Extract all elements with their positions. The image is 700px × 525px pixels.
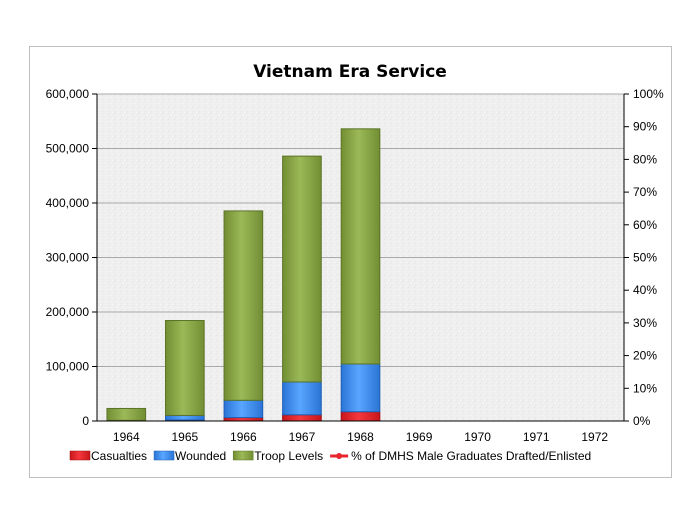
y-left-tick-label: 400,000 bbox=[46, 196, 90, 210]
x-tick-label: 1966 bbox=[230, 430, 257, 444]
y-right-tick-label: 40% bbox=[633, 283, 657, 297]
bar-casualties bbox=[282, 414, 322, 422]
bar-wounded bbox=[340, 363, 381, 413]
y-left-tick-label: 0 bbox=[82, 414, 89, 428]
y-right-tick-label: 70% bbox=[633, 185, 657, 199]
y-left-ticks: 0 100,000 200,000 300,000 400,000 500,000 600,… bbox=[46, 87, 90, 428]
legend-swatch bbox=[232, 450, 254, 461]
legend-label: % of DMHS Male Graduates Drafted/Enliste… bbox=[351, 449, 591, 463]
y-left-tick-label: 500,000 bbox=[46, 142, 90, 156]
legend-swatch bbox=[153, 450, 175, 461]
bar-troop-levels bbox=[340, 128, 381, 365]
bar-wounded bbox=[282, 381, 322, 416]
bar-troop-levels bbox=[223, 210, 264, 401]
legend-label: Casualties bbox=[91, 449, 147, 463]
chart-title: Vietnam Era Service bbox=[253, 62, 447, 82]
y-right-tick-label: 0% bbox=[633, 414, 651, 428]
y-right-tick-label: 20% bbox=[633, 349, 657, 363]
y-right-tick-label: 60% bbox=[633, 218, 657, 232]
y-right-tick-label: 80% bbox=[633, 152, 657, 166]
x-tick-label: 1970 bbox=[464, 430, 491, 444]
x-tick-label: 1967 bbox=[289, 430, 316, 444]
axes bbox=[92, 93, 629, 422]
legend-swatch bbox=[69, 450, 91, 461]
bar-wounded bbox=[223, 399, 264, 419]
y-right-ticks: 0% 10% 20% 30% 40% 50% 60% 70% 80% 90% 100% bbox=[633, 87, 664, 428]
bar-casualties bbox=[340, 411, 381, 422]
y-left-tick-label: 600,000 bbox=[46, 87, 90, 101]
chart-frame: Vietnam Era Service 0 100,000 200,000 300,0… bbox=[29, 46, 672, 478]
bar-casualties bbox=[223, 417, 264, 422]
x-ticks: 1964 1965 1966 1967 1968 1969 1970 1971 1972 bbox=[113, 430, 608, 444]
y-right-tick-label: 10% bbox=[633, 381, 657, 395]
bar-troop-levels bbox=[106, 407, 147, 421]
legend-label: Wounded bbox=[175, 449, 226, 463]
bar-wounded bbox=[165, 414, 205, 421]
x-tick-label: 1969 bbox=[406, 430, 433, 444]
y-right-tick-label: 30% bbox=[633, 316, 657, 330]
y-left-tick-label: 200,000 bbox=[46, 305, 90, 319]
legend: Casualties Wounded Troop Levels % of DMHS M… bbox=[69, 449, 591, 463]
y-right-tick-label: 100% bbox=[633, 87, 664, 101]
chart: Vietnam Era Service 0 100,000 200,000 300,0… bbox=[46, 62, 664, 463]
y-left-tick-label: 100,000 bbox=[46, 360, 90, 374]
y-left-tick-label: 300,000 bbox=[46, 251, 90, 265]
legend-swatch-marker bbox=[336, 453, 343, 459]
x-tick-label: 1965 bbox=[171, 430, 198, 444]
y-right-tick-label: 50% bbox=[633, 251, 657, 265]
legend-label: Troop Levels bbox=[254, 449, 323, 463]
x-tick-label: 1964 bbox=[113, 430, 140, 444]
bar-troop-levels bbox=[165, 320, 205, 416]
y-right-tick-label: 90% bbox=[633, 120, 657, 134]
bars bbox=[106, 128, 381, 422]
x-tick-label: 1971 bbox=[523, 430, 550, 444]
x-tick-label: 1968 bbox=[347, 430, 374, 444]
bar-troop-levels bbox=[282, 155, 322, 383]
x-tick-label: 1972 bbox=[581, 430, 608, 444]
